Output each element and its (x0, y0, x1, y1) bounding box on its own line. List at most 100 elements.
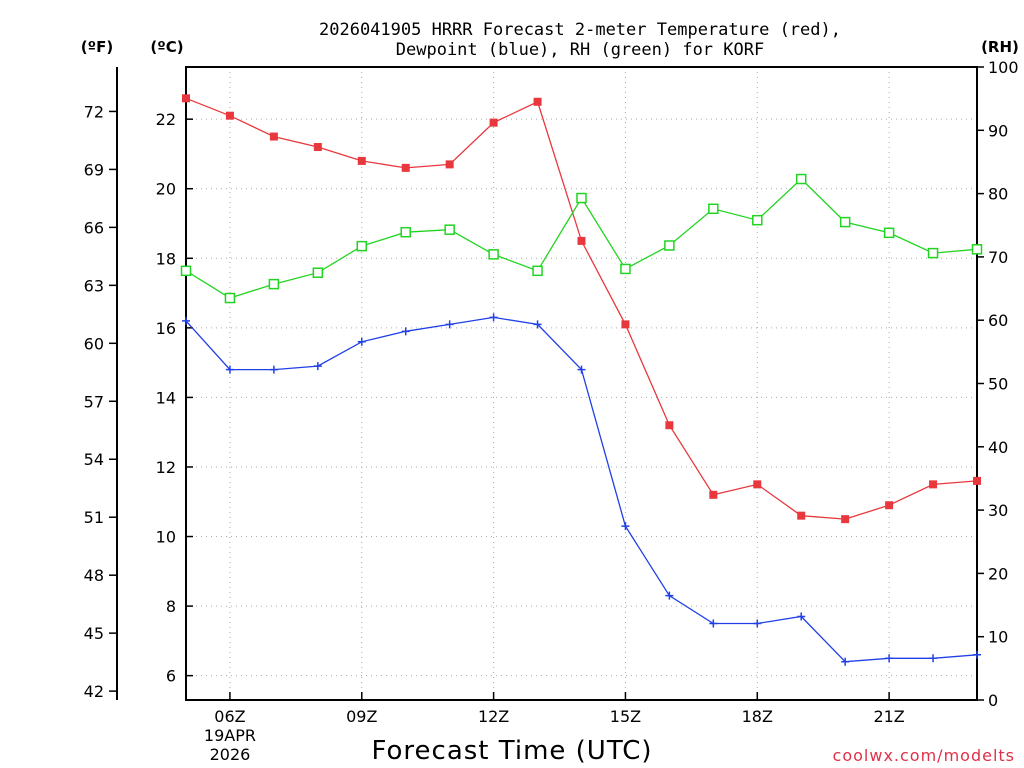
x-tick-date-label: 19APR (204, 726, 256, 745)
rh-point (883, 227, 895, 239)
temperature-point (182, 94, 190, 103)
x-tick-label: 18Z (742, 707, 773, 726)
temperature-point (533, 97, 542, 106)
rh-point (971, 244, 983, 255)
x-tick-year-label: 2026 (210, 745, 251, 764)
fahrenheit-tick-label: 63 (84, 276, 104, 295)
fahrenheit-tick-label: 72 (84, 102, 104, 121)
rh-tick-label: 50 (988, 375, 1008, 394)
rh-tick-label: 60 (988, 311, 1008, 330)
rh-point (664, 240, 675, 251)
fahrenheit-tick-label: 45 (84, 624, 104, 643)
dewpoint-point (533, 320, 542, 329)
rh-tick-label: 40 (988, 438, 1008, 457)
rh-tick-label: 70 (988, 248, 1008, 267)
x-tick-label: 12Z (478, 707, 509, 726)
temperature-point (929, 480, 938, 489)
fahrenheit-tick-label: 42 (84, 682, 104, 701)
temperature-point (621, 320, 630, 329)
celsius-tick-label: 10 (156, 528, 176, 547)
dewpoint-point (753, 619, 762, 628)
rh-point (444, 224, 455, 235)
rh-tick-label: 0 (988, 691, 998, 710)
dewpoint-point (401, 327, 410, 336)
fahrenheit-tick-label: 54 (84, 450, 104, 469)
rh-point (312, 267, 324, 278)
x-tick-label: 06Z (214, 707, 245, 726)
dewpoint-point (973, 650, 981, 659)
rh-point (620, 263, 631, 275)
dewpoint-point (445, 320, 454, 329)
rh-point (752, 214, 763, 226)
chart-title-line2: Dewpoint (blue), RH (green) for KORF (396, 40, 764, 60)
rh-point (576, 192, 587, 204)
celsius-tick-label: 18 (156, 249, 176, 268)
data-series (180, 94, 983, 666)
dewpoint-point (885, 654, 894, 663)
dewpoint-point (489, 313, 498, 322)
dewpoint-point (797, 612, 806, 621)
celsius-tick-label: 16 (156, 319, 176, 338)
fahrenheit-tick-label: 57 (84, 392, 104, 411)
dewpoint-point (577, 365, 586, 374)
dewpoint-point (621, 522, 630, 531)
x-tick-label: 09Z (346, 707, 377, 726)
fahrenheit-tick-label: 60 (84, 334, 104, 353)
temperature-point (885, 501, 894, 510)
grid-lines (186, 67, 977, 700)
temperature-line (185, 97, 978, 520)
fahrenheit-tick-label: 48 (84, 566, 104, 585)
rh-tick-label: 100 (988, 58, 1019, 77)
dewpoint-point (665, 591, 674, 600)
rh-point (356, 240, 368, 252)
rh-tick-label: 90 (988, 121, 1008, 140)
x-tick-label: 21Z (873, 707, 904, 726)
temperature-point (401, 163, 410, 172)
celsius-tick-label: 6 (166, 667, 176, 686)
temperature-point (225, 111, 234, 120)
temperature-point (489, 118, 498, 127)
temperature-point (753, 480, 762, 489)
celsius-tick-label: 22 (156, 110, 176, 129)
temperature-point (577, 236, 586, 245)
temperature-point (313, 142, 322, 151)
rh-tick-label: 10 (988, 628, 1008, 647)
dewpoint-point (313, 362, 322, 371)
celsius-tick-label: 20 (156, 180, 176, 199)
fahrenheit-tick-label: 69 (84, 160, 104, 179)
rh-point (488, 249, 499, 260)
chart-title-line1: 2026041905 HRRR Forecast 2-meter Tempera… (319, 20, 841, 40)
rh-tick-label: 80 (988, 185, 1008, 204)
dewpoint-point (841, 657, 850, 666)
fahrenheit-tick-label: 51 (84, 508, 104, 527)
rh-point (532, 265, 543, 277)
temperature-point (841, 515, 850, 524)
dewpoint-point (929, 654, 938, 663)
dewpoint-point (182, 316, 190, 325)
rh-point (224, 292, 236, 304)
dewpoint-point (709, 619, 718, 628)
rh-point (180, 265, 192, 277)
rh-point (268, 278, 280, 290)
dewpoint-point (225, 365, 234, 374)
x-tick-label: 15Z (610, 707, 641, 726)
temperature-point (709, 490, 718, 499)
celsius-tick-label: 14 (156, 388, 176, 407)
rh-point (927, 247, 939, 259)
rh-tick-label: 20 (988, 564, 1008, 583)
dewpoint-point (357, 337, 366, 346)
rh-unit-label: (RH) (981, 38, 1019, 56)
temperature-point (445, 160, 454, 169)
celsius-tick-label: 12 (156, 458, 176, 477)
temperature-point (269, 132, 278, 141)
rh-point (708, 203, 719, 215)
rh-tick-label: 30 (988, 501, 1008, 520)
fahrenheit-tick-label: 66 (84, 218, 104, 237)
fahrenheit-unit-label: (ºF) (81, 38, 113, 56)
celsius-unit-label: (ºC) (150, 38, 183, 56)
celsius-tick-label: 8 (166, 597, 176, 616)
rh-point (400, 226, 411, 238)
plot-frame (185, 66, 978, 701)
